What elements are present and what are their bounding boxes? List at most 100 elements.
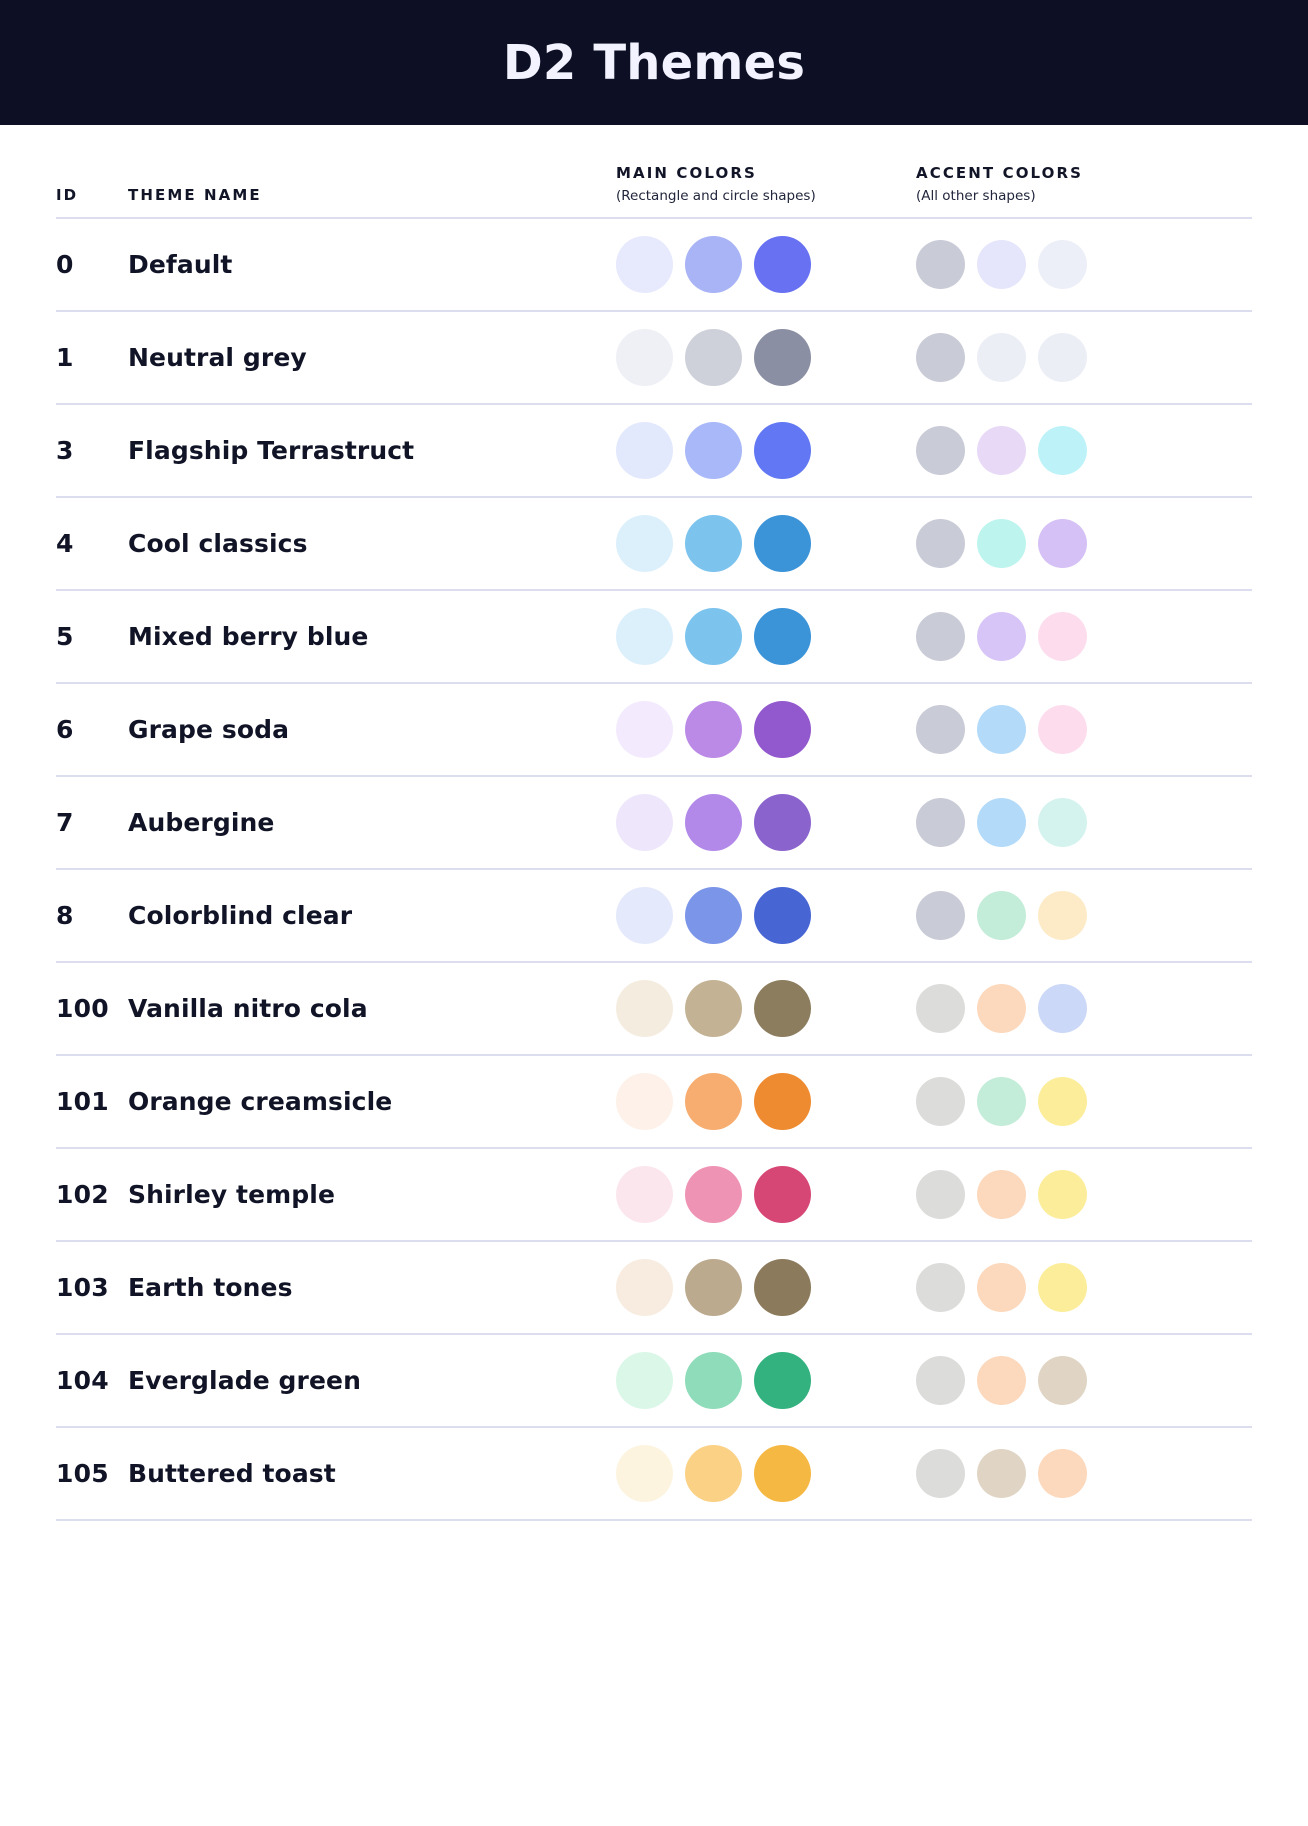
theme-name-cell: Default [128,218,616,312]
accent-color-swatches [916,798,1252,847]
main-colors-cell [616,311,916,405]
table-row: 102 Shirley temple [56,1148,1252,1242]
main-color-swatch [754,887,811,944]
column-header-name: THEME NAME [128,125,616,219]
main-color-swatch [685,794,742,851]
table-row: 5 Mixed berry blue [56,590,1252,684]
theme-name: Shirley temple [128,1180,336,1209]
accent-color-swatches [916,984,1252,1033]
accent-color-swatch [1038,1263,1087,1312]
column-header-accent-colors: ACCENT COLORS (All other shapes) [916,125,1252,219]
theme-name: Orange creamsicle [128,1087,393,1116]
theme-id: 1 [56,343,74,372]
main-color-swatch [616,422,673,479]
accent-color-swatches [916,891,1252,940]
main-color-swatches [616,422,916,479]
theme-name: Aubergine [128,808,275,837]
main-color-swatch [685,515,742,572]
accent-color-swatch [1038,1449,1087,1498]
main-color-swatches [616,887,916,944]
table-row: 0 Default [56,218,1252,312]
main-colors-cell [616,404,916,498]
table-row: 6 Grape soda [56,683,1252,777]
accent-color-swatches [916,1170,1252,1219]
accent-color-swatches [916,1077,1252,1126]
accent-color-swatch [977,891,1026,940]
theme-id: 5 [56,622,74,651]
accent-colors-cell [916,590,1252,684]
accent-color-swatch [916,891,965,940]
main-color-swatch [616,1259,673,1316]
accent-colors-cell [916,869,1252,963]
accent-color-swatch [1038,1170,1087,1219]
accent-color-swatch [916,240,965,289]
main-color-swatch [754,329,811,386]
main-color-swatch [616,236,673,293]
theme-id: 0 [56,250,74,279]
table-row: 1 Neutral grey [56,311,1252,405]
accent-color-swatches [916,1263,1252,1312]
theme-name: Vanilla nitro cola [128,994,368,1023]
main-color-swatches [616,1445,916,1502]
themes-table: ID THEME NAME MAIN COLORS (Rectangle and… [56,125,1252,1521]
theme-name-cell: Cool classics [128,497,616,591]
theme-name-cell: Everglade green [128,1334,616,1428]
main-color-swatches [616,1352,916,1409]
theme-id: 7 [56,808,74,837]
main-color-swatch [685,608,742,665]
main-colors-cell [616,1241,916,1335]
theme-name-cell: Flagship Terrastruct [128,404,616,498]
theme-id: 4 [56,529,74,558]
main-color-swatch [616,794,673,851]
main-color-swatch [685,1445,742,1502]
theme-id: 103 [56,1273,109,1302]
theme-id-cell: 8 [56,869,128,963]
accent-color-swatch [916,984,965,1033]
main-colors-cell [616,218,916,312]
main-color-swatch [754,608,811,665]
accent-color-swatch [1038,612,1087,661]
main-colors-cell [616,776,916,870]
theme-name-cell: Aubergine [128,776,616,870]
main-color-swatch [616,515,673,572]
main-color-swatch [685,1073,742,1130]
accent-color-swatch [916,519,965,568]
main-color-swatch [754,701,811,758]
accent-color-swatches [916,612,1252,661]
main-color-swatch [616,1352,673,1409]
main-color-swatch [616,1445,673,1502]
theme-id-cell: 7 [56,776,128,870]
main-color-swatch [616,1166,673,1223]
accent-color-swatch [916,1263,965,1312]
main-color-swatch [616,1073,673,1130]
table-header-row: ID THEME NAME MAIN COLORS (Rectangle and… [56,125,1252,219]
table-row: 3 Flagship Terrastruct [56,404,1252,498]
theme-name: Mixed berry blue [128,622,369,651]
table-row: 7 Aubergine [56,776,1252,870]
theme-id-cell: 103 [56,1241,128,1335]
accent-color-swatch [977,240,1026,289]
main-color-swatch [754,515,811,572]
main-colors-cell [616,869,916,963]
main-color-swatch [754,1073,811,1130]
main-color-swatch [616,329,673,386]
accent-color-swatch [977,1170,1026,1219]
table-row: 100 Vanilla nitro cola [56,962,1252,1056]
accent-colors-cell [916,1055,1252,1149]
theme-id-cell: 5 [56,590,128,684]
accent-color-swatch [977,612,1026,661]
theme-id-cell: 0 [56,218,128,312]
main-colors-cell [616,1148,916,1242]
theme-name-cell: Vanilla nitro cola [128,962,616,1056]
main-color-swatch [685,980,742,1037]
main-color-swatch [754,980,811,1037]
page-title: D2 Themes [502,34,806,91]
main-color-swatches [616,794,916,851]
table-row: 8 Colorblind clear [56,869,1252,963]
main-color-swatch [685,329,742,386]
theme-id: 6 [56,715,74,744]
accent-color-swatches [916,705,1252,754]
accent-color-swatch [916,1170,965,1219]
theme-id-cell: 6 [56,683,128,777]
theme-name-cell: Colorblind clear [128,869,616,963]
